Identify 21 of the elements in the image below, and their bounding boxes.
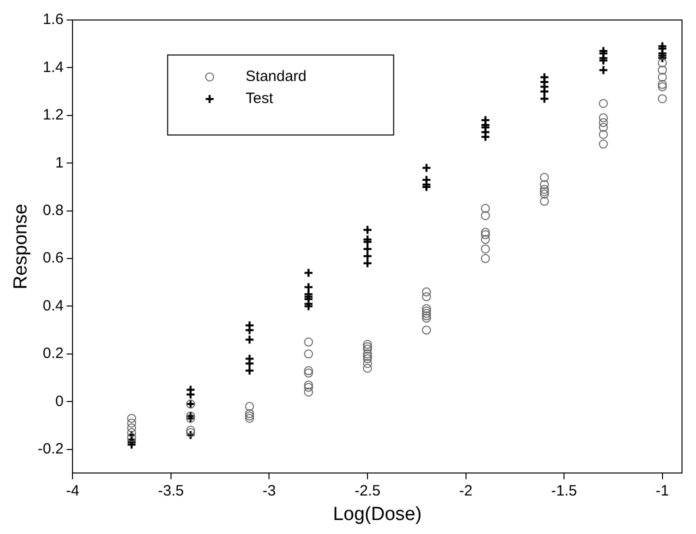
y-axis-title: Response [10,204,32,290]
y-tick-label: 0 [55,392,64,410]
x-tick-label: -4 [66,482,80,500]
x-tick-label: -1.5 [551,482,577,500]
x-tick-label: -1 [656,482,670,500]
x-tick-label: -3 [262,482,276,500]
x-axis-title: Log(Dose) [332,504,422,525]
legend-label: Standard [246,68,307,86]
x-tick-label: -2.5 [354,482,380,500]
y-tick-label: 0.6 [42,250,64,267]
y-tick-label: 1.2 [42,106,64,124]
x-tick-label: -2 [459,482,472,500]
x-tick-label: -3.5 [158,482,184,500]
legend-label: Test [246,90,274,108]
y-tick-label: -0.2 [38,440,64,458]
y-tick-label: 0.4 [42,297,64,314]
y-tick-label: 0.8 [42,202,64,219]
y-tick-label: 1.4 [42,58,64,76]
y-tick-label: 1.6 [42,11,64,28]
y-tick-label: 1 [55,154,64,172]
y-tick-label: 0.2 [42,345,64,362]
